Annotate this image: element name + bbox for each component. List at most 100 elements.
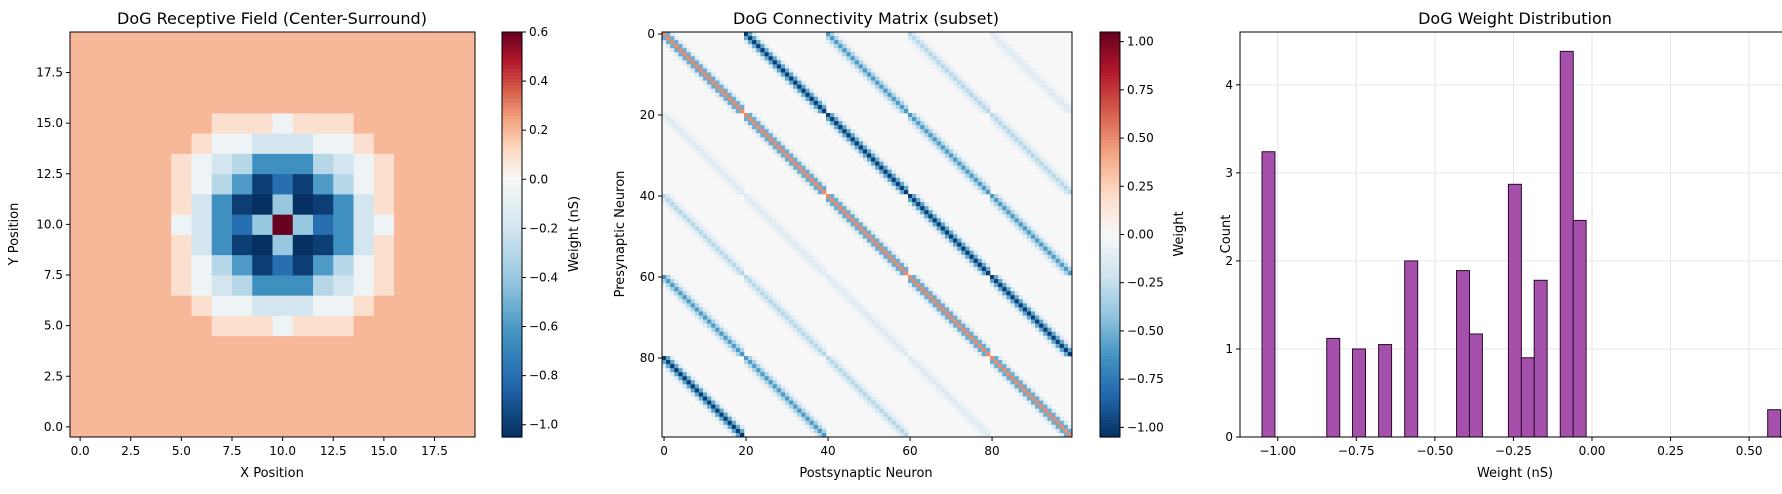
heatmap-cell — [1022, 153, 1028, 158]
heatmap-cell — [662, 198, 667, 203]
heatmap-cell — [333, 113, 354, 134]
heatmap-cell — [842, 210, 847, 215]
heatmap-cell — [333, 376, 354, 397]
heatmap-cell — [715, 335, 720, 341]
heatmap-cell — [191, 254, 213, 276]
heatmap-cell — [850, 129, 855, 134]
heatmap-cell — [70, 335, 91, 357]
heatmap-cell — [776, 396, 782, 401]
heatmap-cell — [821, 181, 827, 187]
heatmap-cell — [830, 125, 835, 130]
heatmap-cell — [690, 388, 696, 393]
heatmap-cell — [797, 169, 802, 175]
colorbar-segment — [502, 180, 522, 185]
heatmap-cell — [723, 88, 728, 94]
heatmap-cell — [862, 388, 868, 393]
heatmap-cell — [797, 80, 802, 85]
heatmap-cell — [887, 177, 892, 183]
heatmap-cell — [965, 80, 970, 85]
heatmap-cell — [1043, 161, 1048, 166]
heatmap-cell — [1035, 242, 1040, 247]
colorbar-segment — [1100, 261, 1120, 266]
heatmap-cell — [191, 234, 213, 256]
heatmap-cell — [698, 388, 704, 393]
heatmap-cell — [891, 96, 896, 102]
heatmap-cell — [1006, 368, 1011, 373]
heatmap-cell — [772, 64, 778, 69]
heatmap-cell — [973, 177, 978, 183]
heatmap-cell — [895, 96, 901, 102]
heatmap-cell — [760, 48, 765, 53]
colorbar-segment — [502, 116, 522, 121]
heatmap-cell — [826, 356, 831, 361]
heatmap-cell — [797, 331, 802, 337]
heatmap-cell — [871, 72, 876, 77]
heatmap-cell — [776, 307, 782, 312]
heatmap-cell — [940, 145, 946, 150]
heatmap-cell — [670, 48, 675, 53]
colorbar-segment — [502, 143, 522, 148]
heatmap-cell — [272, 396, 294, 418]
heatmap-cell — [928, 137, 933, 142]
heatmap-cell — [731, 420, 737, 426]
heatmap-cell — [813, 177, 819, 183]
heatmap-cell — [772, 299, 778, 304]
heatmap-cell — [977, 347, 983, 353]
heatmap-cell — [854, 376, 860, 381]
heatmap-cell — [805, 96, 810, 102]
heatmap-cell — [739, 185, 745, 191]
colorbar-segment — [502, 359, 522, 364]
heatmap-cell — [842, 52, 847, 57]
heatmap-cell — [752, 48, 757, 53]
heatmap-cell — [748, 117, 753, 122]
heatmap-cell — [821, 424, 827, 430]
heatmap-cell — [768, 56, 773, 61]
heatmap-cell — [1010, 210, 1015, 215]
heatmap-cell — [414, 275, 435, 296]
heatmap-cell — [1035, 404, 1040, 409]
heatmap-cell — [953, 311, 958, 316]
heatmap-cell — [698, 145, 704, 150]
heatmap-cell — [1018, 137, 1024, 142]
heatmap-cell — [875, 169, 880, 175]
heatmap-cell — [698, 68, 704, 73]
heatmap-cell — [936, 392, 942, 397]
heatmap-cell — [936, 299, 942, 304]
heatmap-cell — [414, 173, 435, 195]
heatmap-cell — [394, 234, 415, 256]
heatmap-cell — [879, 254, 884, 260]
heatmap-cell — [727, 104, 732, 110]
heatmap-cell — [211, 315, 233, 337]
heatmap-cell — [719, 323, 724, 328]
heatmap-cell — [879, 157, 884, 162]
heatmap-cell — [772, 226, 778, 231]
heatmap-cell — [879, 84, 884, 89]
heatmap-cell — [735, 339, 741, 345]
heatmap-cell — [776, 315, 782, 320]
heatmap-cell — [895, 100, 901, 106]
heatmap-cell — [879, 408, 884, 413]
heatmap-cell — [1014, 372, 1019, 377]
colorbar-segment — [1100, 167, 1120, 171]
heatmap-cell — [690, 380, 696, 385]
heatmap-cell — [830, 202, 835, 207]
heatmap-cell — [776, 392, 782, 397]
heatmap-cell — [899, 258, 905, 264]
heatmap-cell — [936, 295, 942, 300]
heatmap-cell — [731, 173, 737, 179]
heatmap-cell — [1031, 157, 1036, 162]
heatmap-cell — [723, 408, 728, 413]
heatmap-cell — [998, 125, 1003, 130]
colorbar-segment — [1100, 413, 1120, 418]
heatmap-cell — [842, 380, 847, 385]
heatmap-cell — [965, 404, 970, 409]
heatmap-cell — [130, 335, 152, 357]
heatmap-cell — [110, 275, 132, 296]
colorbar-segment — [1100, 342, 1120, 347]
heatmap-cell — [686, 307, 691, 312]
heatmap-cell — [912, 206, 917, 211]
heatmap-cell — [1018, 222, 1024, 227]
heatmap-cell — [846, 214, 851, 219]
heatmap-cell — [70, 295, 91, 316]
colorbar-segment — [502, 35, 522, 40]
